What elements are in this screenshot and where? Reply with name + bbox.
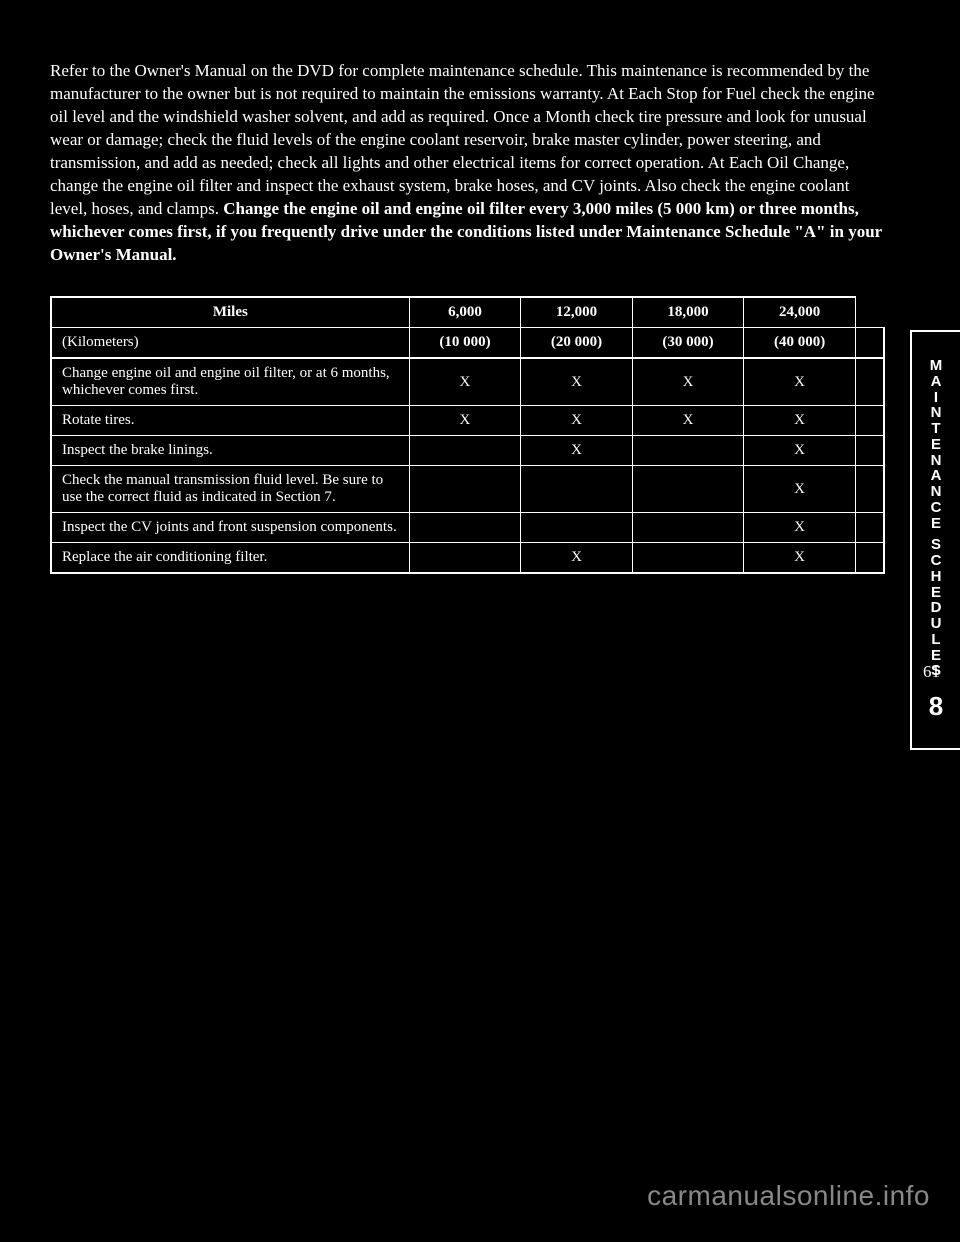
- row-cell: [409, 466, 521, 513]
- section-side-tab: MAINTENANCE SCHEDULES 8: [910, 330, 960, 750]
- row-cell: [855, 436, 884, 466]
- row-cell: [855, 513, 884, 543]
- subheader-col-3: (30 000): [632, 328, 744, 359]
- header-col-empty: [855, 297, 884, 328]
- row-cell: X: [409, 358, 521, 406]
- row-cell: X: [409, 406, 521, 436]
- table-body: Change engine oil and engine oil filter,…: [51, 358, 884, 573]
- side-tab-word-2: SCHEDULES: [931, 537, 942, 679]
- side-tab-section-number: 8: [929, 691, 943, 722]
- table-row: Change engine oil and engine oil filter,…: [51, 358, 884, 406]
- row-cell: X: [521, 543, 633, 574]
- row-cell: [855, 543, 884, 574]
- row-cell: [521, 466, 633, 513]
- row-cell: [855, 358, 884, 406]
- table-row: Inspect the CV joints and front suspensi…: [51, 513, 884, 543]
- watermark: carmanualsonline.info: [647, 1180, 930, 1212]
- subheader-col-2: (20 000): [521, 328, 633, 359]
- row-cell: [632, 466, 744, 513]
- subheader-km: (Kilometers): [51, 328, 409, 359]
- row-cell: [409, 543, 521, 574]
- row-cell: X: [744, 436, 856, 466]
- table-row: Rotate tires.XXXX: [51, 406, 884, 436]
- row-cell: X: [744, 466, 856, 513]
- maintenance-schedule-table: Miles 6,000 12,000 18,000 24,000 (Kilome…: [50, 296, 885, 574]
- table-row: Check the manual transmission fluid leve…: [51, 466, 884, 513]
- subheader-col-empty: [855, 328, 884, 359]
- header-miles: Miles: [51, 297, 409, 328]
- header-col-1: 6,000: [409, 297, 521, 328]
- intro-text: Refer to the Owner's Manual on the DVD f…: [50, 61, 875, 218]
- row-description: Inspect the brake linings.: [51, 436, 409, 466]
- row-cell: X: [744, 543, 856, 574]
- intro-paragraph: Refer to the Owner's Manual on the DVD f…: [50, 60, 885, 266]
- row-cell: X: [744, 358, 856, 406]
- row-description: Change engine oil and engine oil filter,…: [51, 358, 409, 406]
- side-tab-word-1: MAINTENANCE: [930, 358, 943, 531]
- row-cell: X: [521, 436, 633, 466]
- row-description: Check the manual transmission fluid leve…: [51, 466, 409, 513]
- row-cell: [409, 513, 521, 543]
- row-cell: X: [521, 406, 633, 436]
- page-number: 61: [923, 662, 940, 682]
- row-cell: [632, 513, 744, 543]
- page-content: Refer to the Owner's Manual on the DVD f…: [50, 60, 885, 574]
- table-header-row: Miles 6,000 12,000 18,000 24,000: [51, 297, 884, 328]
- row-cell: [632, 436, 744, 466]
- header-col-4: 24,000: [744, 297, 856, 328]
- row-description: Replace the air conditioning filter.: [51, 543, 409, 574]
- subheader-col-1: (10 000): [409, 328, 521, 359]
- row-cell: X: [632, 358, 744, 406]
- subheader-col-4: (40 000): [744, 328, 856, 359]
- row-cell: [855, 406, 884, 436]
- row-cell: [409, 436, 521, 466]
- row-cell: [632, 543, 744, 574]
- row-cell: X: [744, 513, 856, 543]
- row-description: Inspect the CV joints and front suspensi…: [51, 513, 409, 543]
- header-col-2: 12,000: [521, 297, 633, 328]
- header-col-3: 18,000: [632, 297, 744, 328]
- table-row: Replace the air conditioning filter. X X: [51, 543, 884, 574]
- row-cell: [521, 513, 633, 543]
- row-description: Rotate tires.: [51, 406, 409, 436]
- row-cell: X: [744, 406, 856, 436]
- row-cell: X: [632, 406, 744, 436]
- row-cell: X: [521, 358, 633, 406]
- table-row: Inspect the brake linings. X X: [51, 436, 884, 466]
- row-cell: [855, 466, 884, 513]
- table-subheader-row: (Kilometers) (10 000) (20 000) (30 000) …: [51, 328, 884, 359]
